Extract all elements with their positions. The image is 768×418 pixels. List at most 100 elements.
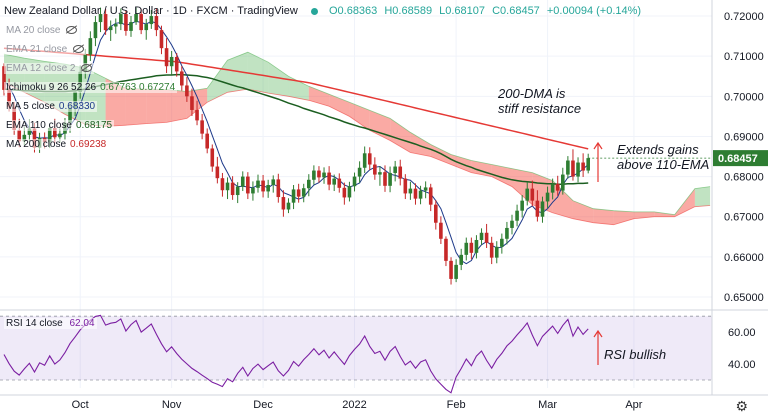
settings-gear-icon[interactable]: ⚙ [735,398,748,414]
rsi-legend-label: RSI 14 close [6,318,63,329]
candle-body [124,14,128,31]
annotation-arrows [593,141,603,365]
candle-body [93,22,98,39]
legend-label: MA 20 close [6,25,61,36]
candle-body [159,30,164,49]
candle-body [205,133,209,149]
candle-body [418,190,423,199]
candle-body [139,14,143,31]
legend-row[interactable]: MA 200 close 0.69238 [4,139,109,150]
candle-body [73,91,77,108]
candle-body [586,158,590,171]
ma200-line [3,47,589,150]
eye-off-icon[interactable] [73,45,85,54]
candle-body [215,166,220,179]
annotation-110ema: Extends gains above 110-EMA [617,142,709,172]
candle-body [154,16,159,31]
candle-body [235,186,240,196]
candle-body [535,200,540,217]
legend-row[interactable]: EMA 110 close 0.68175 [4,120,115,131]
candle-body [398,166,403,179]
legend-row[interactable]: EMA 12 close 2 [4,63,95,74]
candle-body [459,254,463,265]
candle-body [576,162,580,177]
symbol-title[interactable]: New Zealand Dollar / U.S. Dollar · 1D · … [4,5,298,17]
legend-label: EMA 110 close [6,120,72,131]
candle-body [561,174,565,191]
candle-body [58,133,62,138]
candle-body [246,176,250,194]
candle-body [530,188,535,201]
candle-body [12,106,16,131]
time-tick-label: Apr [625,399,642,411]
eye-off-icon[interactable] [66,26,78,35]
candle-body [540,201,545,217]
candle-body [525,188,530,201]
candle-body [378,172,382,175]
candle-body [357,167,362,177]
candle-body [17,130,22,142]
candle-body [291,189,296,203]
ohlc-low: L0.68107 [439,5,486,17]
legend-row[interactable]: MA 20 close [4,25,80,36]
candle-body [322,172,326,178]
candle-body [342,187,347,198]
candle-body [103,14,108,31]
candlesticks [2,7,590,285]
price-tick-label: 0.67000 [724,212,764,224]
candle-body [98,14,103,23]
legend-label: MA 200 close [6,139,67,150]
candle-body [362,153,367,168]
legend-row[interactable]: EMA 21 close [4,44,87,55]
candle-body [108,26,113,31]
price-tick-label: 0.65000 [724,292,764,304]
cloud-span-a [3,51,711,216]
legend-row[interactable]: Ichimoku 9 26 52 26 0.67763 0.67274 [4,82,178,93]
price-arrow-head [593,141,603,150]
time-tick-label: Dec [253,399,273,411]
candle-body [515,210,519,221]
candle-body [256,180,260,188]
eye-off-icon[interactable] [81,64,93,73]
candle-body [423,187,428,191]
legend-value: 0.68175 [75,120,113,131]
candle-body [327,172,331,185]
ohlc-high: H0.68589 [384,5,433,17]
time-tick-label: Feb [447,399,466,411]
candle-body [251,187,255,194]
candle-body [276,179,281,198]
price-tick-label: 0.68000 [724,172,764,184]
candle-body [388,172,392,186]
candle-body [393,166,397,173]
candle-body [428,187,433,205]
price-tick-label: 0.70000 [724,91,764,103]
cloud-segment [613,210,634,225]
candle-body [352,176,357,187]
candle-body [301,188,306,197]
candle-body [550,183,555,193]
candle-body [200,120,204,134]
rsi-pane [0,309,768,394]
candle-body [149,16,154,25]
candle-body [469,242,474,253]
candle-body [68,107,72,123]
annotation-200dma-line1: 200-DMA is [498,86,566,101]
ohlc-close: C0.68457 [492,5,540,17]
candle-body [510,220,514,228]
cloud-segment [593,208,614,225]
cloud-segment [491,164,512,187]
price-tick-label: 0.71000 [724,51,764,63]
candle-body [479,232,484,240]
cloud-segment [288,76,309,101]
candle-body [413,188,418,199]
cloud-segment [410,132,431,157]
price-tick-label: 0.66000 [724,252,764,264]
cloud-segment [268,62,289,97]
cloud-segment [654,211,675,217]
candle-body [210,148,215,167]
rsi-legend[interactable]: RSI 14 close 62.04 [4,318,97,329]
candle-body [164,48,169,67]
legend-row[interactable]: MA 5 close 0.68330 [4,101,98,112]
cloud-span-b [3,81,711,226]
